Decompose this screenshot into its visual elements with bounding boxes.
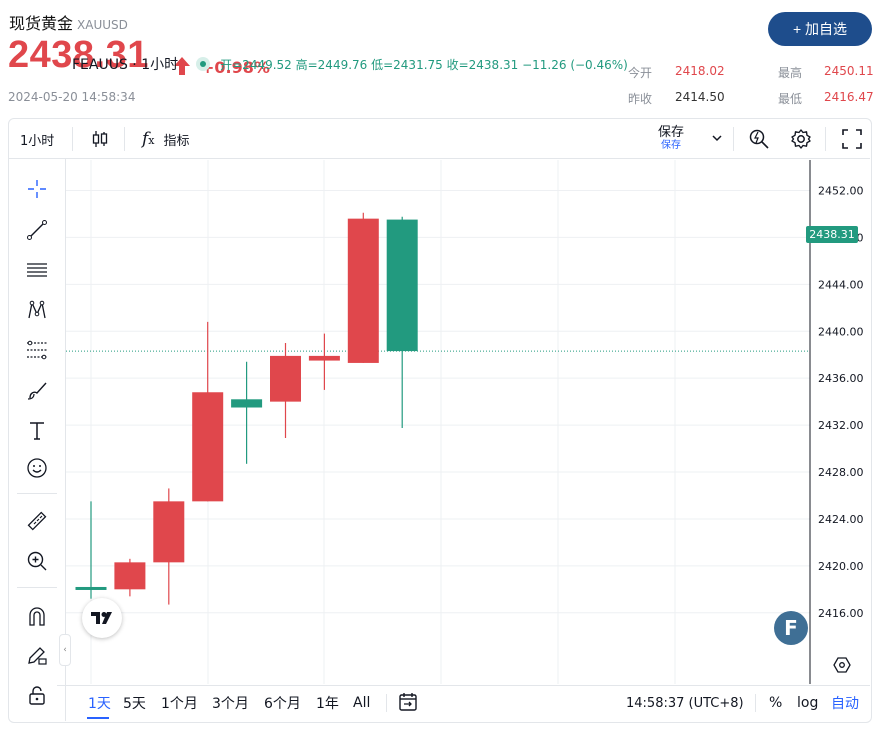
tradingview-logo[interactable] xyxy=(82,598,122,638)
up-arrow-icon xyxy=(174,57,190,75)
range-bar xyxy=(57,685,870,722)
high-label: 最高 xyxy=(778,66,803,80)
candle-body[interactable] xyxy=(75,586,107,590)
candle-body[interactable] xyxy=(114,562,146,590)
f-badge-icon[interactable]: F xyxy=(774,611,808,645)
fib-icon[interactable] xyxy=(23,336,51,364)
market-status-icon xyxy=(196,57,211,71)
open-value: 2418.02 xyxy=(675,64,725,78)
auto-scale-toggle[interactable]: 自动 xyxy=(831,696,859,712)
open-label: 今开 xyxy=(628,66,653,80)
candle-type-icon[interactable] xyxy=(90,119,110,159)
chart-widget xyxy=(8,118,872,723)
range-button[interactable]: 1天 xyxy=(88,696,111,712)
instrument-name: 现货黄金 XAUUSD xyxy=(9,10,128,34)
save-sublabel: 保存 xyxy=(661,140,681,151)
toolbar-divider xyxy=(733,127,734,151)
settings-gear-icon[interactable] xyxy=(790,128,812,150)
y-tick-label: 2428.00 xyxy=(818,466,864,479)
brush-icon[interactable] xyxy=(23,376,51,404)
collapse-toolbar-chevron-icon[interactable]: ‹ xyxy=(59,634,71,666)
current-price-tag: 2438.31 xyxy=(806,226,858,243)
goto-date-icon[interactable] xyxy=(397,691,419,713)
y-tick-label: 2436.00 xyxy=(818,372,864,385)
emoji-icon[interactable] xyxy=(23,454,51,482)
y-tick-label: 2416.00 xyxy=(818,607,864,620)
range-button[interactable]: 1年 xyxy=(316,696,339,712)
pattern-icon[interactable] xyxy=(23,296,51,324)
y-tick-label: 2420.00 xyxy=(818,560,864,573)
toolbar-divider xyxy=(72,127,73,151)
chart-settings-hex-icon[interactable] xyxy=(833,656,851,674)
y-tick-label: 2440.00 xyxy=(818,325,864,338)
chart-clock[interactable]: 14:58:37 (UTC+8) xyxy=(626,695,744,711)
range-button[interactable]: 3个月 xyxy=(212,696,249,712)
range-button[interactable]: 6个月 xyxy=(264,696,301,712)
text-icon[interactable] xyxy=(23,416,51,444)
instrument-title: 现货黄金 xyxy=(9,14,74,33)
prev-close-value: 2414.50 xyxy=(675,90,725,104)
high-value: 2450.11 xyxy=(824,64,874,78)
ruler-icon[interactable] xyxy=(23,507,51,535)
y-tick-label: 2432.00 xyxy=(818,419,864,432)
candle-body[interactable] xyxy=(231,399,263,408)
legend-symbol[interactable]: FEAUUS · 1小时 xyxy=(72,57,179,73)
toolbar-bottom-border xyxy=(9,158,870,159)
range-divider xyxy=(386,694,387,712)
bottom-divider xyxy=(755,694,756,712)
tradingview-logo-icon xyxy=(91,612,112,624)
active-range-underline xyxy=(87,717,109,719)
range-button[interactable]: All xyxy=(353,695,371,711)
left-toolbar-border xyxy=(65,159,66,721)
add-watchlist-button[interactable]: + 加自选 xyxy=(768,12,872,46)
lock-pencil-icon[interactable] xyxy=(23,641,51,669)
percent-toggle[interactable]: % xyxy=(769,695,783,711)
candle-body[interactable] xyxy=(347,218,379,363)
prev-close-label: 昨收 xyxy=(628,92,653,106)
quick-search-icon[interactable] xyxy=(748,128,770,150)
candle-body[interactable] xyxy=(270,355,301,402)
interval-selector[interactable]: 1小时 xyxy=(20,133,55,149)
chart-legend: FEAUUS · 1小时 开=2449.52 高=2449.76 低=2431.… xyxy=(72,54,628,74)
candle-body[interactable] xyxy=(386,219,418,352)
candle-body[interactable] xyxy=(153,501,185,563)
log-toggle[interactable]: log xyxy=(797,695,819,711)
indicators-button[interactable]: fx 指标 xyxy=(142,119,190,159)
low-label: 最低 xyxy=(778,92,803,106)
fullscreen-icon[interactable] xyxy=(842,129,862,149)
toolbar-divider xyxy=(825,127,826,151)
chevron-down-icon[interactable] xyxy=(711,134,723,142)
magnet-icon[interactable] xyxy=(23,602,51,630)
tool-group-divider xyxy=(17,587,57,588)
candle-body[interactable] xyxy=(308,355,340,361)
y-tick-label: 2424.00 xyxy=(818,513,864,526)
tool-group-divider xyxy=(17,493,57,494)
y-tick-label: 2444.00 xyxy=(818,278,864,291)
indicators-label: 指标 xyxy=(163,133,190,149)
save-button[interactable]: 保存 保存 xyxy=(654,125,688,152)
last-price: 2438.31 xyxy=(8,34,149,76)
crosshair-icon[interactable] xyxy=(23,175,51,203)
range-button[interactable]: 1个月 xyxy=(161,696,198,712)
toolbar-divider xyxy=(124,127,125,151)
instrument-code: XAUUSD xyxy=(77,18,128,32)
change-percent: +0.98% xyxy=(201,58,270,77)
horizontal-lines-icon[interactable] xyxy=(23,256,51,284)
range-button[interactable]: 5天 xyxy=(123,696,146,712)
y-tick-label: 2452.00 xyxy=(818,185,864,198)
quote-timestamp: 2024-05-20 14:58:34 xyxy=(8,90,136,104)
low-value: 2416.47 xyxy=(824,90,874,104)
function-icon: fx xyxy=(142,129,155,149)
candle-body[interactable] xyxy=(192,392,224,502)
lock-icon[interactable] xyxy=(23,681,51,709)
save-label: 保存 xyxy=(657,125,684,140)
trend-line-icon[interactable] xyxy=(23,216,51,244)
legend-ohlc: 开=2449.52 高=2449.76 低=2431.75 收=2438.31 … xyxy=(220,57,628,72)
zoom-in-icon[interactable] xyxy=(23,547,51,575)
